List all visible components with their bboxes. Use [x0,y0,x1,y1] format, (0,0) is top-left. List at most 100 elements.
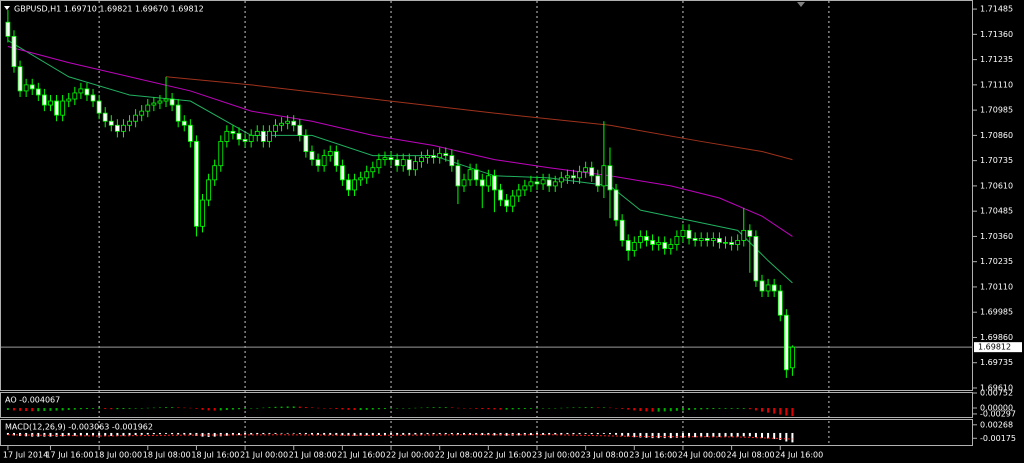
ao-bar [92,408,95,409]
candle-body [759,280,765,292]
candle-body [619,219,625,241]
macd-bar [426,432,429,435]
candle-body [279,122,284,126]
candle-body [212,165,218,181]
candle-body [139,110,145,116]
macd-bar [158,432,161,435]
macd-bar [450,432,453,435]
macd-bar [505,432,508,436]
candle-body [145,104,151,112]
menu-arrow [4,6,10,10]
ao-bar [195,408,198,409]
macd-bar [438,432,441,435]
macd-bar [523,432,526,436]
x-tick-label: 22 Jul 08:00 [435,451,483,460]
ao-bar [189,407,192,409]
macd-bar [286,432,289,434]
candle-body [327,151,333,156]
macd-bar [493,432,496,436]
macd-bar [402,432,405,435]
candle-body [114,124,120,132]
ao-bar [590,407,593,409]
macd-bar [92,432,95,436]
ao-bar [584,407,587,409]
candle-body [473,169,479,181]
macd-bar [554,432,557,435]
candle-body [102,112,108,122]
candle-body [625,240,631,251]
candle-body [273,124,278,132]
ao-bar [292,406,295,409]
ao-bar [560,407,563,409]
macd-signal [7,434,793,440]
macd-bar [767,432,770,439]
macd-bar [408,432,411,435]
macd-bar [292,432,295,434]
ao-bar [171,407,174,409]
macd-bar [280,432,283,434]
x-tick-label: 21 Jul 16:00 [337,451,385,460]
candle-body [528,181,534,187]
macd-bar [365,432,368,436]
candle-body [121,124,126,132]
ao-bar [639,408,642,412]
candle-body [552,181,558,187]
ao-bar [323,408,326,409]
ao-bar [31,408,34,412]
candle-body [151,102,157,106]
candle-body [637,236,643,243]
y-tick-label: 1.70110 [980,282,1013,291]
ao-bar [785,408,788,416]
candle-body [352,179,357,191]
ao-bar [748,408,751,410]
candle-body [461,179,467,187]
ao-bar [304,407,307,409]
ao-bar [262,407,265,409]
macd-bar [335,432,338,436]
candle-body [230,130,236,134]
ao-bar [73,408,76,410]
candle-body [504,199,509,207]
macd-bar [268,432,271,434]
macd-bar [98,432,101,436]
candle-body [522,185,528,191]
macd-bar [6,432,9,435]
macd-bar [700,432,703,438]
candle-body [376,159,382,169]
macd-bar [110,432,113,436]
macd-bar [304,432,307,435]
macd-bar [688,432,691,438]
candle-body [254,130,260,136]
y-tick-label: 1.70985 [980,106,1013,115]
macd-bar [37,432,40,437]
candle-body [650,240,655,245]
ao-bar [408,408,411,409]
ao-bar [310,407,313,409]
candle-body [540,179,546,185]
candle-body [72,92,78,100]
macd-bar [383,432,386,436]
ao-bar [213,408,216,411]
macd-bar [353,432,356,436]
macd-bar [262,432,265,435]
shift-marker [797,2,805,7]
candle-body [78,88,84,94]
candle-body [765,284,771,292]
ao-bar [85,408,88,410]
macd-bar [548,432,551,435]
y-tick-label: 1.69610 [980,383,1013,392]
candle-body [656,242,662,245]
candle-body [108,120,114,126]
candle-body [48,100,53,106]
candle-body [17,66,23,92]
candle-body [498,189,503,201]
y-tick-label: 1.70235 [980,257,1013,266]
macd-bar [231,432,234,436]
candle-body [291,120,297,126]
macd-bar [225,432,228,436]
candle-body [181,120,187,126]
candle-body [309,151,315,161]
candle-body [680,229,686,237]
ao-bar [67,408,70,411]
macd-bar [590,432,593,435]
